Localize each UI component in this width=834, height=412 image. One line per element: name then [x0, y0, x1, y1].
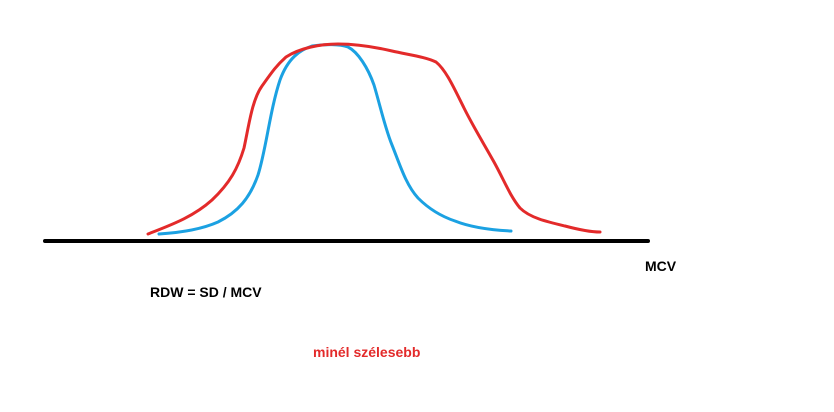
- wider-note-text: minél szélesebb: [313, 344, 421, 360]
- rdw-formula-text: RDW = SD / MCV: [150, 284, 262, 300]
- wide-distribution-curve: [146, 42, 602, 236]
- narrow-distribution-curve: [157, 43, 513, 236]
- mcv-axis-label: MCV: [645, 258, 677, 274]
